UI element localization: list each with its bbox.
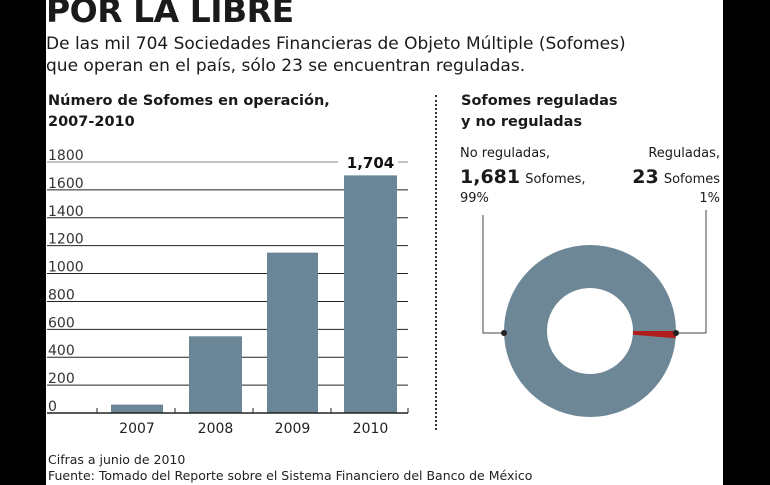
y-tick-label: 400 — [48, 343, 75, 359]
no-reguladas-percent: 99% — [460, 191, 489, 206]
reguladas-count: 23 — [632, 166, 659, 188]
headline: POR LA LIBRE — [46, 0, 294, 30]
bar-2008 — [189, 336, 242, 413]
y-tick-label: 1400 — [48, 204, 84, 220]
bar-2010 — [344, 175, 397, 413]
reguladas-percent: 1% — [699, 191, 720, 206]
y-tick-label: 1000 — [48, 260, 84, 276]
section-divider — [435, 95, 437, 430]
no-reguladas-unit: Sofomes, — [525, 172, 586, 187]
x-tick-label: 2010 — [353, 421, 389, 437]
subtitle-line-1: De las mil 704 Sociedades Financieras de… — [46, 34, 626, 54]
no-reguladas-count-line: 1,681 Sofomes, — [460, 166, 586, 188]
donut-title-2: y no reguladas — [461, 114, 583, 130]
no-reguladas-label: No reguladas, — [460, 146, 551, 161]
leader-line-no-reguladas — [482, 215, 504, 334]
x-tick-label: 2007 — [119, 421, 155, 437]
donut-slice-reguladas — [632, 331, 676, 339]
y-tick-label: 200 — [48, 371, 75, 387]
y-tick-label: 800 — [48, 287, 75, 303]
y-tick-label: 0 — [48, 399, 57, 415]
bar-chart-title-1: Número de Sofomes en operación, — [48, 93, 330, 109]
reguladas-label: Reguladas, — [648, 146, 720, 161]
y-tick-label: 1200 — [48, 232, 84, 248]
leader-line-reguladas — [676, 210, 707, 334]
y-tick-label: 1600 — [48, 176, 84, 192]
x-tick-label: 2009 — [275, 421, 311, 437]
data-label: 1,704 — [347, 154, 394, 172]
bar-chart: 0 200 400 600 800 1000 1200 1400 1600 1800 2007 200… — [47, 148, 409, 437]
bar-chart-title-2: 2007-2010 — [48, 114, 135, 130]
leader-dot — [501, 330, 507, 336]
bar-2007 — [111, 404, 163, 413]
footer-note: Cifras a junio de 2010 — [48, 452, 186, 467]
leader-dot — [673, 330, 679, 336]
no-reguladas-count: 1,681 — [460, 166, 521, 188]
subtitle-line-2: que operan en el país, sólo 23 se encuen… — [46, 56, 526, 76]
y-tick-label: 600 — [48, 315, 75, 331]
footer-source: Fuente: Tomado del Reporte sobre el Sist… — [48, 468, 533, 483]
donut-chart — [482, 210, 707, 417]
x-tick-label: 2008 — [198, 421, 234, 437]
reguladas-count-line: 23 Sofomes — [632, 166, 720, 188]
y-tick-label: 1800 — [48, 148, 84, 164]
bar-2009 — [267, 252, 318, 413]
infographic: POR LA LIBRE De las mil 704 Sociedades F… — [46, 0, 723, 485]
reguladas-unit: Sofomes — [663, 172, 720, 187]
donut-title-1: Sofomes reguladas — [461, 93, 618, 109]
